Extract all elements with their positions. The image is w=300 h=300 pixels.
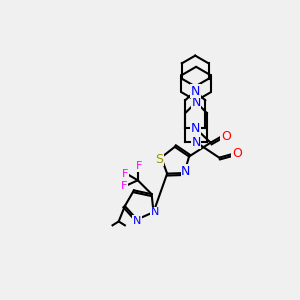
Text: N: N [133, 216, 141, 226]
Text: N: N [190, 122, 200, 134]
Text: N: N [191, 96, 201, 109]
Text: N: N [190, 85, 200, 98]
Text: N: N [181, 165, 190, 178]
Text: F: F [121, 182, 127, 191]
Text: N: N [151, 207, 159, 217]
Text: S: S [155, 152, 163, 166]
Text: O: O [221, 130, 231, 143]
Text: N: N [191, 136, 201, 149]
Text: F: F [122, 169, 129, 179]
Text: O: O [232, 147, 242, 160]
Text: F: F [136, 161, 142, 171]
